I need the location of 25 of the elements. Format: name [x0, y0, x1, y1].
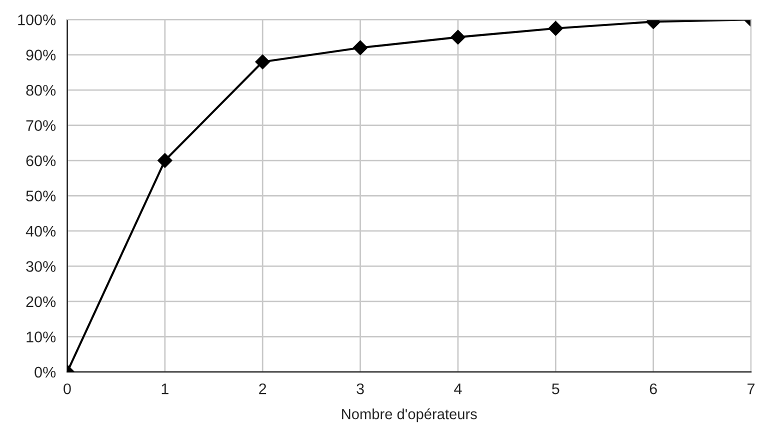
x-axis-title: Nombre d'opérateurs — [342, 408, 477, 422]
point — [158, 153, 172, 168]
y-tick-label: 30% — [26, 261, 56, 272]
y-tick-label: 80% — [26, 84, 56, 96]
x-tick-label: 6 — [650, 383, 657, 394]
y-tick-label: 40% — [26, 226, 56, 237]
x-tick-label: 7 — [748, 384, 754, 394]
point — [450, 30, 466, 45]
point — [255, 54, 270, 70]
y-tick-label: 70% — [26, 120, 56, 131]
x-tick-label: 0 — [64, 383, 71, 394]
x-tick-label: 3 — [356, 383, 364, 394]
y-tick-label: 60% — [26, 155, 56, 166]
point — [352, 40, 368, 56]
x-tick-label: 2 — [259, 383, 266, 394]
x-tick-label: 5 — [552, 384, 560, 394]
x-tick-label: 4 — [454, 384, 462, 394]
y-tick-label: 50% — [26, 190, 56, 202]
point — [548, 20, 564, 36]
y-tick-label: 10% — [26, 332, 56, 342]
y-tick-label: 90% — [26, 50, 56, 60]
y-tick-label: 20% — [26, 296, 56, 308]
y-tick-label: 0% — [34, 366, 56, 378]
x-tick-label: 1 — [162, 384, 168, 394]
y-tick-label: 100% — [18, 14, 56, 26]
